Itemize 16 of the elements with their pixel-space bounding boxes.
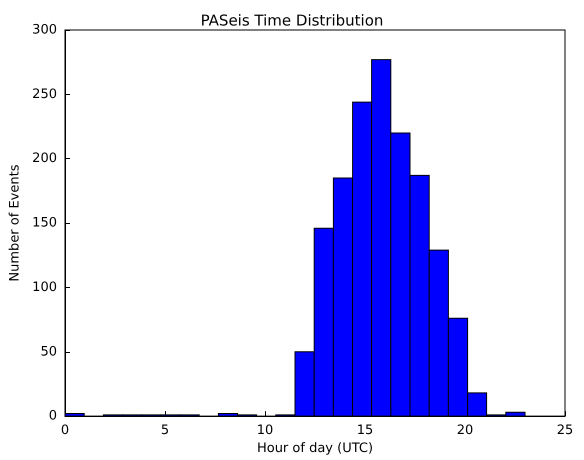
y-tick-label: 0	[48, 408, 57, 424]
x-tick-label: 15	[356, 423, 374, 438]
x-tick-label: 10	[256, 423, 274, 438]
x-tick-label: 5	[160, 423, 170, 438]
chart-title: PASeis Time Distribution	[200, 12, 384, 30]
y-tick-label: 200	[32, 151, 57, 166]
y-tick-label: 150	[32, 216, 57, 231]
x-tick-label: 20	[456, 423, 474, 438]
y-axis-title: Number of Events	[7, 164, 22, 282]
x-tick-label: 0	[60, 423, 70, 438]
x-tick-label: 25	[556, 423, 574, 438]
y-tick-label: 50	[40, 344, 57, 360]
x-axis-title: Hour of day (UTC)	[256, 441, 374, 456]
y-tick-label: 250	[32, 86, 57, 102]
y-tick-label: 100	[32, 280, 57, 295]
y-tick-label: 300	[32, 22, 57, 38]
